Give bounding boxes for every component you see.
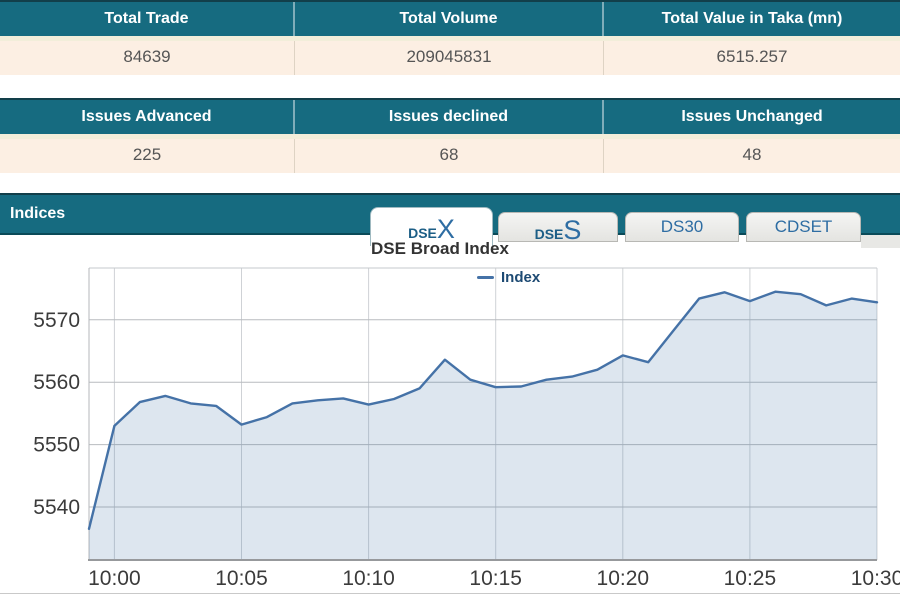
- x-axis-tick-label: 10:25: [724, 567, 777, 590]
- issues-table-divider: [0, 134, 900, 139]
- issues-value-unchanged: 48: [742, 145, 762, 164]
- x-axis-tick-label: 10:15: [469, 567, 522, 590]
- x-axis-tick-label: 10:05: [215, 567, 268, 590]
- tab-strip-filler: [861, 235, 900, 248]
- summary-table-value-row: 84639 209045831 6515.257: [0, 41, 900, 75]
- tab-dses-prefix: DSE: [534, 226, 564, 242]
- issues-table-value-row: 225 68 48: [0, 139, 900, 173]
- summary-value-total-volume: 209045831: [295, 41, 604, 75]
- tab-dses-suffix: S: [563, 215, 582, 245]
- issues-table-header-row: Issues Advanced Issues declined Issues U…: [0, 98, 900, 134]
- summary-header-total-value: Total Value in Taka (mn): [661, 10, 843, 27]
- x-axis-tick-label: 10:30: [851, 567, 900, 590]
- y-axis-tick-label: 5560: [33, 371, 80, 394]
- summary-header-total-trade: Total Trade: [0, 2, 295, 36]
- legend-series-label: Index: [501, 269, 541, 286]
- x-axis-tick-label: 10:00: [88, 567, 141, 590]
- chart-legend: Index: [477, 269, 540, 286]
- index-line-series: [87, 290, 879, 530]
- y-axis-tick-label: 5540: [33, 496, 80, 519]
- issues-header-advanced: Issues Advanced: [0, 100, 295, 134]
- summary-value-total-value: 6515.257: [716, 47, 788, 66]
- tab-dses[interactable]: DSE S: [498, 212, 618, 245]
- issues-header-declined: Issues declined: [295, 100, 604, 134]
- tab-ds30[interactable]: DS30: [625, 212, 739, 242]
- index-area-chart: 5540 5550 5560 5570 10:00 10:05 10:10 10:15 10:2…: [33, 267, 900, 590]
- y-axis-tick-label: 5570: [33, 309, 80, 332]
- tab-ds30-label: DS30: [660, 217, 704, 236]
- panel-bottom-border: [0, 593, 900, 594]
- indices-panel-title: Indices: [10, 205, 66, 222]
- tab-dsex-prefix: DSE: [408, 225, 437, 241]
- tab-cdset[interactable]: CDSET: [746, 212, 861, 242]
- tab-cdset-label: CDSET: [774, 217, 833, 236]
- issues-table: Issues Advanced Issues declined Issues U…: [0, 98, 900, 173]
- index-area-fill: [89, 291, 877, 560]
- summary-table-divider: [0, 36, 900, 41]
- summary-header-total-volume: Total Volume: [295, 2, 604, 36]
- summary-table-header-row: Total Trade Total Volume Total Value in …: [0, 0, 900, 36]
- issues-header-unchanged: Issues Unchanged: [681, 108, 823, 125]
- tab-dsex-suffix: X: [436, 214, 455, 244]
- legend-line-marker-icon: [477, 276, 494, 279]
- tab-dsex[interactable]: DSE X: [370, 207, 493, 246]
- summary-value-total-trade: 84639: [0, 41, 295, 75]
- chart-title: DSE Broad Index: [371, 239, 509, 258]
- x-axis-tick-label: 10:10: [342, 567, 395, 590]
- issues-value-advanced: 225: [0, 139, 295, 173]
- x-axis-tick-label: 10:20: [597, 567, 650, 590]
- issues-value-declined: 68: [295, 139, 604, 173]
- y-axis-tick-label: 5550: [33, 434, 80, 457]
- summary-table: Total Trade Total Volume Total Value in …: [0, 0, 900, 75]
